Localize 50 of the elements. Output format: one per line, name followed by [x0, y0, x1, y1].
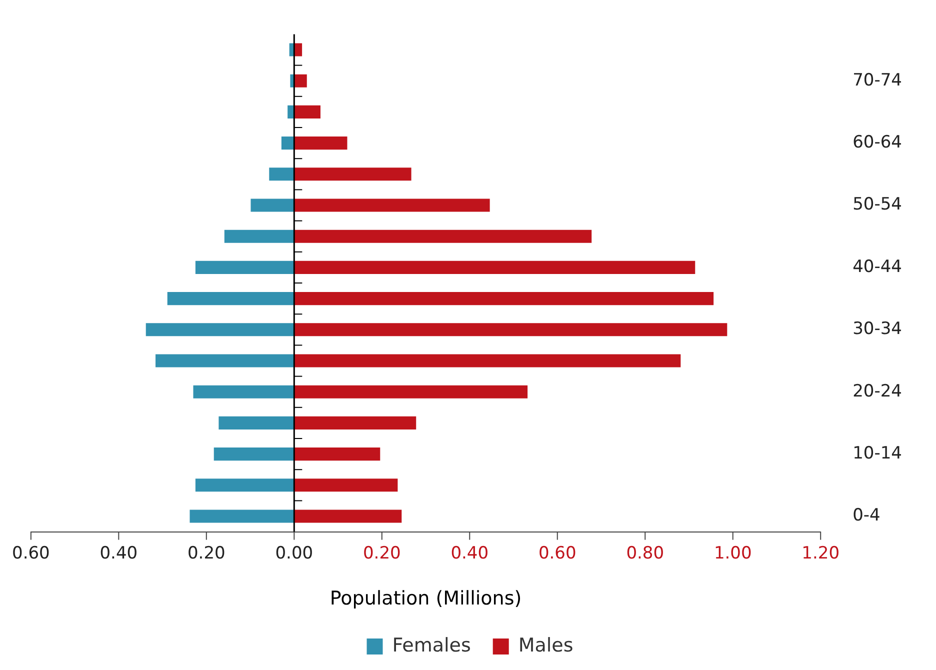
bar — [218, 416, 294, 430]
x-tick-label: 0.40 — [100, 543, 138, 564]
bar — [294, 478, 398, 492]
legend-label: Females — [392, 634, 471, 656]
bar — [294, 198, 490, 212]
y-tick-label: 60-64 — [852, 132, 902, 152]
bar — [224, 230, 294, 243]
x-tick-label: 0.80 — [626, 543, 664, 564]
bar — [294, 230, 592, 243]
bar — [167, 292, 294, 306]
bar — [294, 105, 320, 118]
x-tick-label: 0.00 — [275, 543, 314, 564]
bar — [294, 74, 307, 88]
bar — [156, 354, 294, 368]
y-tick-label: 0-4 — [852, 506, 880, 526]
legend-label: Males — [518, 634, 574, 656]
y-tick-label: 10-14 — [852, 443, 902, 464]
y-tick-label: 50-54 — [852, 194, 902, 215]
bar — [269, 168, 294, 181]
y-tick-label: 40-44 — [852, 256, 902, 277]
x-tick-label: 0.60 — [538, 543, 576, 564]
x-tick-label: 1.00 — [714, 543, 752, 564]
bar — [193, 385, 294, 398]
x-tick-label: 0.60 — [12, 543, 50, 564]
x-tick-label: 0.40 — [450, 543, 489, 564]
bar — [294, 448, 380, 461]
bar — [195, 478, 294, 492]
bar — [294, 385, 528, 398]
bar — [294, 292, 714, 306]
y-tick-label: 70-74 — [852, 70, 902, 90]
x-tick-label: 1.20 — [802, 543, 840, 564]
bar — [294, 510, 402, 523]
bar — [294, 354, 681, 368]
bar — [294, 323, 728, 336]
bar — [288, 105, 294, 118]
x-axis-title: Population (Millions) — [330, 588, 522, 610]
bar — [294, 260, 696, 274]
bar — [190, 510, 294, 523]
x-tick-label: 0.20 — [187, 543, 226, 564]
bar — [195, 260, 294, 274]
bar — [294, 136, 348, 150]
bar — [250, 198, 294, 212]
bar — [294, 416, 416, 430]
bar — [281, 136, 294, 150]
y-tick-label: 20-24 — [852, 381, 902, 402]
bar — [214, 448, 294, 461]
y-tick-label: 30-34 — [852, 319, 902, 340]
bar — [294, 168, 412, 181]
bar — [146, 323, 294, 336]
x-tick-label: 0.20 — [362, 543, 401, 564]
